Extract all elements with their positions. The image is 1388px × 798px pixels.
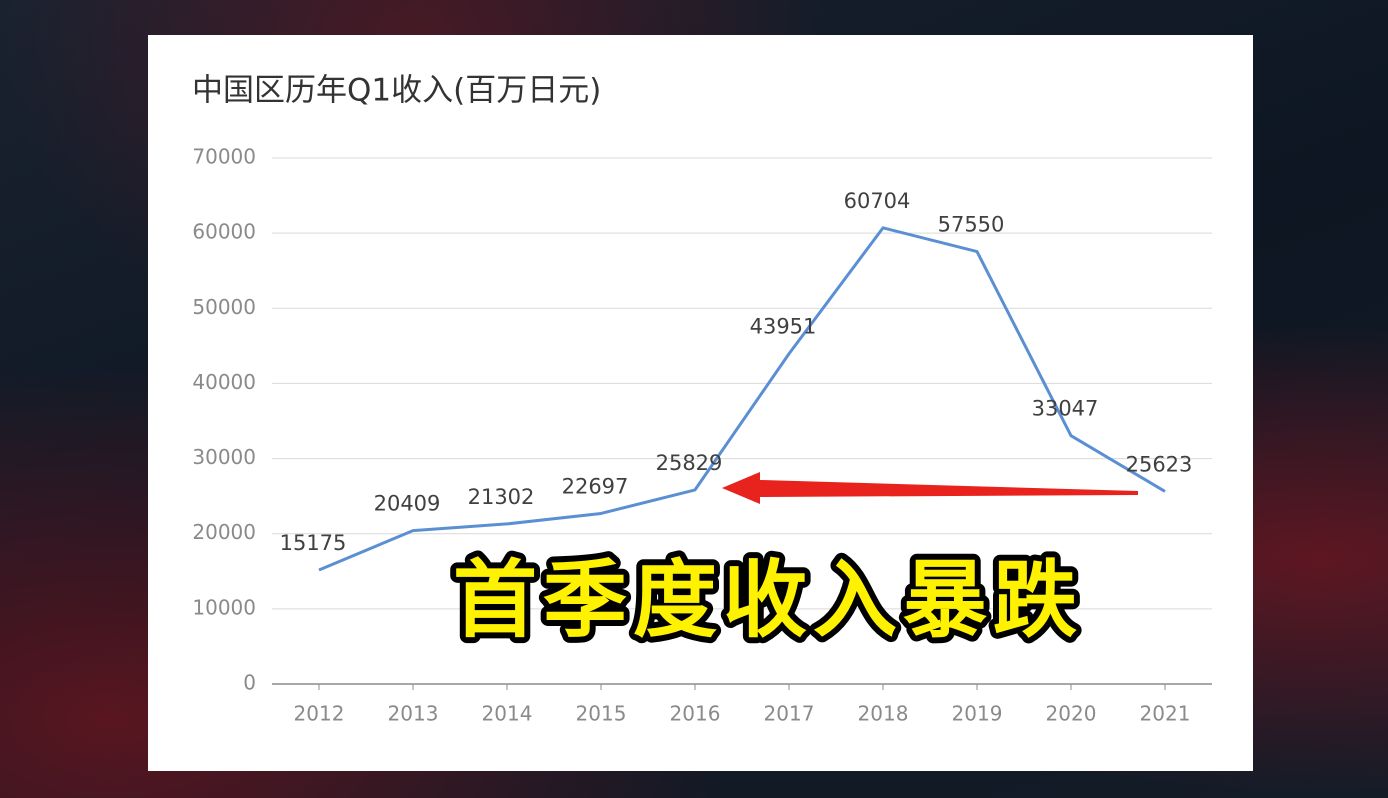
y-tick-label: 30000 (192, 445, 256, 469)
x-tick-label: 2014 (482, 702, 533, 726)
red-arrow (722, 472, 1138, 504)
data-label: 15175 (280, 531, 347, 555)
x-tick-label: 2016 (670, 702, 721, 726)
chart-title: 中国区历年Q1收入(百万日元) (192, 73, 601, 109)
line-series (318, 226, 1166, 572)
annotation: 首季度收入暴跌 (453, 551, 1083, 649)
data-label: 25829 (656, 451, 723, 475)
x-tick-label: 2018 (858, 702, 909, 726)
y-tick-label: 70000 (192, 145, 256, 169)
y-tick-label: 60000 (192, 220, 256, 244)
y-tick-label: 40000 (192, 370, 256, 394)
x-tick-label: 2015 (576, 702, 627, 726)
data-label: 43951 (750, 315, 817, 339)
x-tick-label: 2013 (388, 702, 439, 726)
plot-area: 0 10000 20000 30000 40000 50000 60000 70000 2012… (192, 145, 1212, 726)
data-label: 33047 (1032, 397, 1099, 421)
data-label: 25623 (1126, 452, 1193, 476)
y-tick-label: 50000 (192, 295, 256, 319)
arrow-shape (722, 472, 1138, 504)
data-label: 57550 (938, 213, 1005, 237)
x-tick-label: 2017 (764, 702, 815, 726)
x-tick-label: 2020 (1046, 702, 1097, 726)
data-label: 21302 (468, 485, 535, 509)
data-label: 20409 (374, 492, 441, 516)
y-tick-label: 0 (243, 671, 256, 695)
y-tick-label: 10000 (192, 595, 256, 619)
x-tick-label: 2012 (294, 702, 345, 726)
y-tick-label: 20000 (192, 520, 256, 544)
x-tick-label: 2021 (1140, 702, 1191, 726)
x-tick-label: 2019 (952, 702, 1003, 726)
data-label: 22697 (562, 474, 629, 498)
data-label: 60704 (844, 189, 911, 213)
